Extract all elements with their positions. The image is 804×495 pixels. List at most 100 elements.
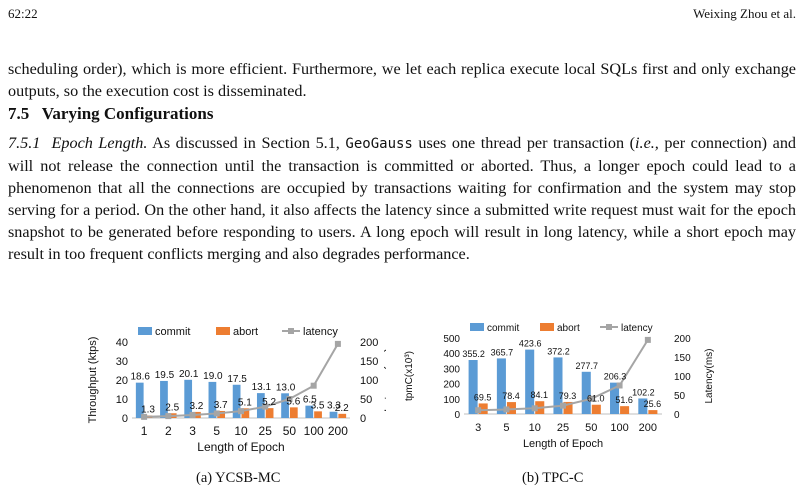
bar-abort [314,411,322,418]
legend-latency-marker [288,328,294,334]
section-title: Varying Configurations [41,104,214,123]
x-tick-label: 10 [529,422,541,434]
data-label-abort: 3.2 [189,401,203,412]
data-label-abort: 2.5 [165,402,179,413]
data-label-abort: 61.0 [587,394,605,404]
data-label-commit: 277.7 [575,361,598,371]
legend-commit-swatch [138,327,152,335]
y-tick-label: 10 [116,394,128,406]
latency-point [213,410,220,417]
chart-tpcc: commit abort latency 0 100 200 300 400 500 0 50 100… [404,323,715,450]
y-tick-label: 0 [454,410,460,421]
subsection-number: 7.5.1 [8,134,41,152]
bar-commit [208,381,217,418]
bar-abort [241,408,250,418]
y2-axis-title: Latency (ms) [383,348,386,412]
x-tick-label: 5 [213,424,220,438]
data-label-abort: 69.5 [474,392,492,402]
bar-abort [478,403,488,414]
x-tick-label: 3 [475,422,481,434]
paragraph-2: 7.5.1 Epoch Length. As discussed in Sect… [8,132,796,265]
data-label-commit: 20.1 [179,369,199,380]
bar-commit [305,405,314,418]
data-label-commit: 372.2 [547,346,570,356]
x-tick-label: 100 [304,424,324,438]
data-label-abort: 51.6 [615,395,633,405]
y-tick-label: 0 [122,413,128,425]
x-tick-label: 50 [283,424,297,438]
latency-point [616,382,623,389]
data-label-abort: 25.6 [644,399,662,409]
y2-tick-label: 100 [360,375,378,387]
latency-point [334,340,341,347]
latency-point [475,407,482,414]
subsection-title: Epoch Length. [51,134,148,152]
page-number: 62:22 [8,6,38,21]
x-tick-label: 5 [503,422,509,434]
data-label-abort: 79.3 [559,391,577,401]
section-number: 7.5 [8,104,30,123]
x-tick-label: 3 [189,424,196,438]
bar-abort [506,402,516,414]
latency-point [644,336,651,343]
x-axis-title: Length of Epoch [523,438,603,450]
data-label-commit: 355.2 [462,349,485,359]
system-name: GeoGauss [345,136,413,152]
data-label-abort: 2.2 [335,403,349,414]
bar-abort [648,410,658,414]
bar-abort [338,413,347,418]
data-label-commit: 19.5 [155,370,175,381]
chart-ycsb-mc: commit abort latency010203040050100150200T… [87,326,386,454]
legend-commit-swatch [470,323,484,331]
bar-commit [525,349,535,414]
legend-abort-label: abort [557,323,580,334]
para2-text-3: per connection) and will not release the… [8,134,797,263]
y2-tick-label: 0 [674,410,680,421]
data-label-commit: 17.5 [227,374,247,385]
y2-tick-label: 200 [360,337,378,349]
data-label-commit: 3.3 [327,401,341,412]
y2-tick-label: 100 [674,372,691,383]
bar-commit [496,358,506,414]
bar-abort [591,404,601,414]
caption-b: (b) TPC-C [522,470,584,486]
x-tick-label: 100 [610,422,628,434]
bar-abort [563,401,573,414]
bar-commit [581,371,591,414]
legend-abort-label: abort [233,326,258,338]
para2-text-1: As discussed in Section 5.1, [147,134,346,152]
x-tick-label: 25 [259,424,273,438]
data-label-commit: 423.6 [519,339,542,349]
data-label-commit: 18.6 [131,372,151,383]
latency-point [560,402,566,409]
legend-commit-label: commit [155,326,190,338]
y-tick-label: 30 [116,356,128,368]
running-authors: Weixing Zhou et al. [693,6,796,21]
y2-tick-label: 150 [360,356,378,368]
y2-tick-label: 150 [674,353,691,364]
y2-tick-label: 50 [674,391,686,402]
legend-latency-marker [606,324,612,330]
bar-commit [610,382,620,414]
data-label-abort: 5.1 [238,397,252,408]
para2-text-2: uses one thread per transaction ( [412,134,636,152]
data-label-abort: 84.1 [530,390,548,400]
data-label-commit: 206.3 [604,372,627,382]
data-label-commit: 13.0 [276,382,296,393]
data-label-abort: 5.2 [262,397,276,408]
bar-commit [329,411,338,418]
latency-point [238,408,244,415]
x-tick-label: 25 [557,422,569,434]
latency-point [588,395,595,402]
x-tick-label: 200 [328,424,348,438]
bar-abort [620,406,630,414]
data-label-abort: 5.6 [286,396,300,407]
bar-abort [265,408,274,418]
x-axis-title: Length of Epoch [197,440,284,454]
data-label-abort: 3.5 [311,400,325,411]
data-label-commit: 6.5 [303,395,317,406]
y2-axis-title: Latency(ms) [704,348,715,403]
x-tick-label: 200 [639,422,657,434]
legend-abort-swatch [216,327,230,335]
section-heading: 7.5 Varying Configurations [8,104,213,124]
